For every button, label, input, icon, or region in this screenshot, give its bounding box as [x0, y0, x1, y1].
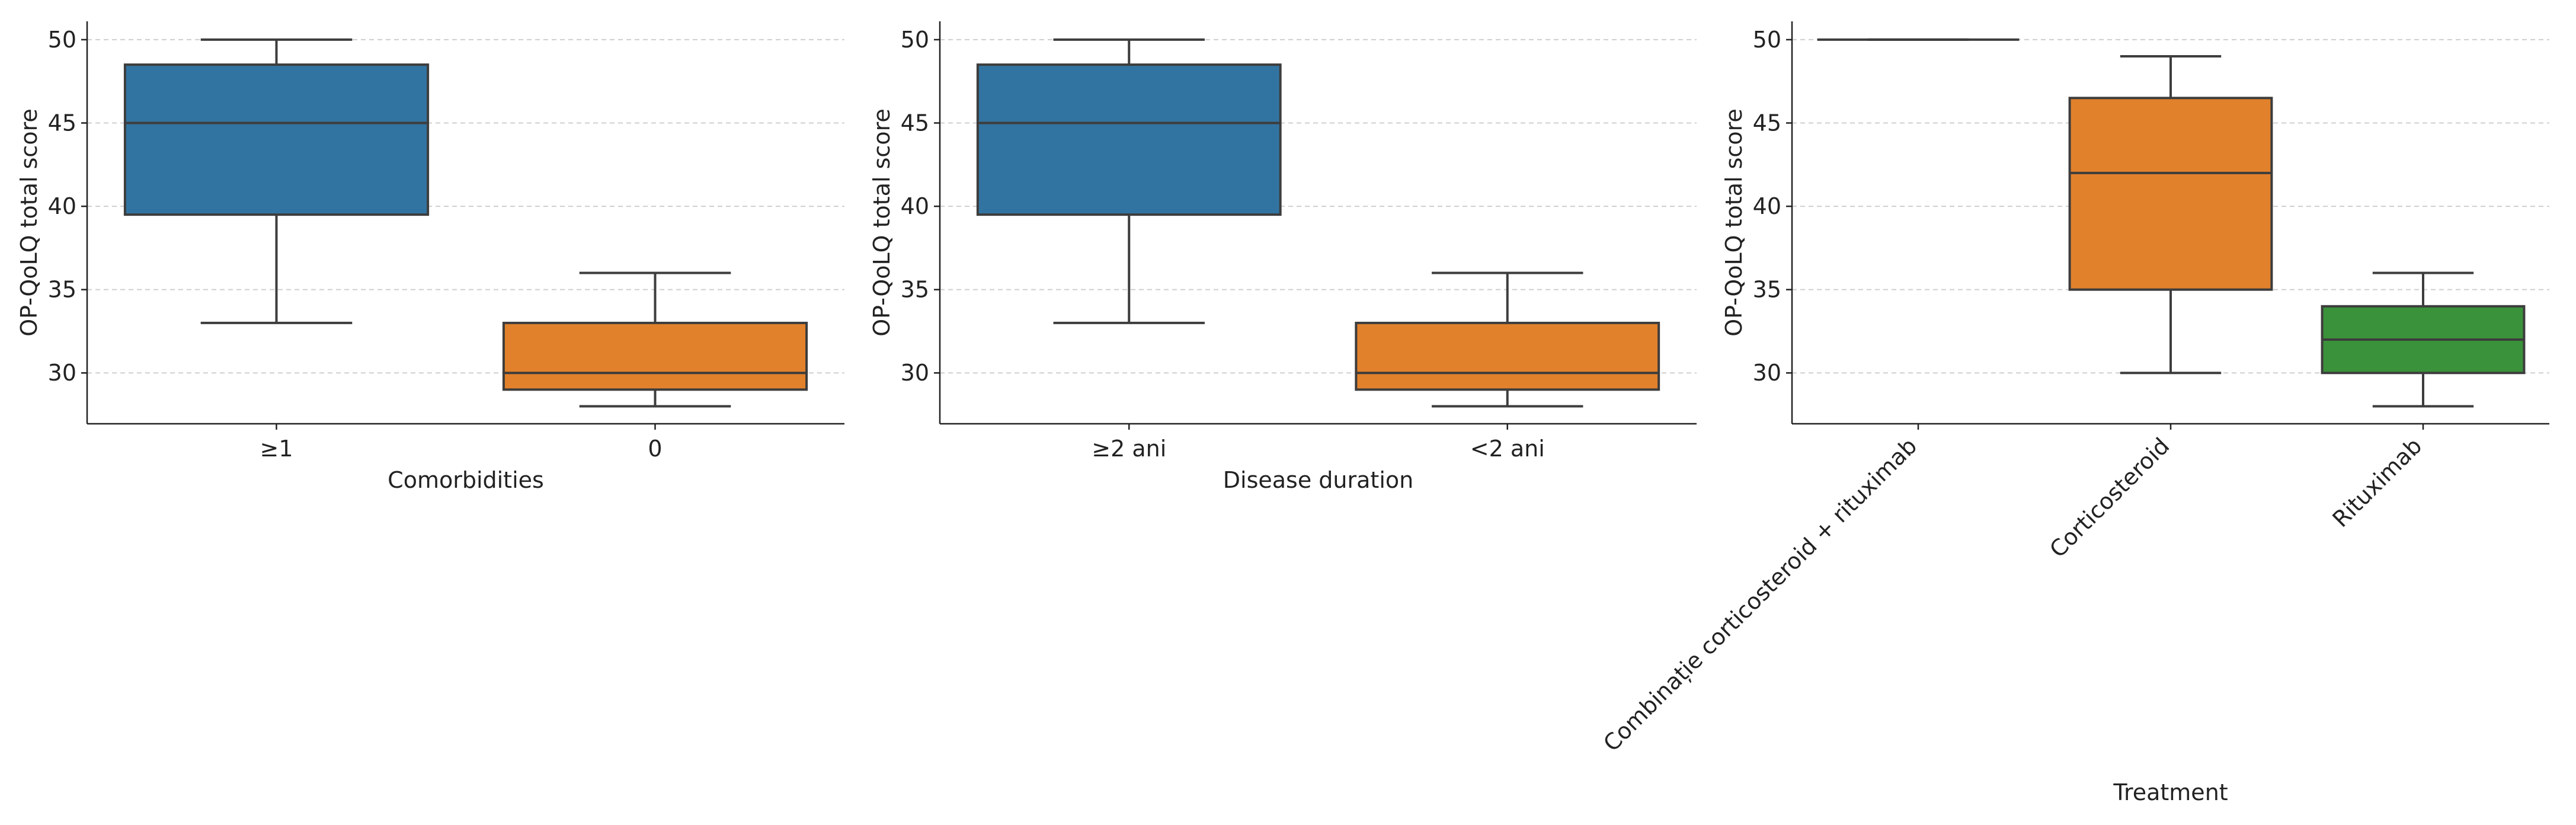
x-tick-label: 0 [648, 436, 662, 462]
y-tick-label: 45 [48, 110, 76, 136]
y-tick-label: 40 [48, 193, 76, 219]
y-axis-label: OP-QoLQ total score [1721, 108, 1747, 337]
y-tick-label: 35 [1753, 277, 1781, 303]
box [2068, 97, 2273, 291]
x-axis-label: Treatment [2113, 779, 2228, 805]
box [976, 63, 1282, 216]
x-tick-label: ≥1 [260, 436, 293, 462]
box [502, 321, 808, 391]
x-axis-label: Disease duration [1223, 467, 1413, 493]
y-tick-label: 45 [901, 110, 929, 136]
y-tick-label: 35 [901, 277, 929, 303]
y-tick-label: 50 [48, 27, 76, 53]
y-tick-label: 40 [901, 193, 929, 219]
y-tick-label: 50 [901, 27, 929, 53]
y-tick-label: 35 [48, 277, 76, 303]
box [1355, 321, 1660, 391]
y-tick-label: 30 [1753, 360, 1781, 386]
y-axis-label: OP-QoLQ total score [869, 108, 895, 337]
x-tick-label: ≥2 ani [1092, 436, 1166, 462]
y-tick-label: 50 [1753, 27, 1781, 53]
y-tick-label: 45 [1753, 110, 1781, 136]
y-tick-label: 40 [1753, 193, 1781, 219]
y-axis-label: OP-QoLQ total score [16, 108, 42, 337]
x-tick-label: <2 ani [1470, 436, 1545, 462]
x-tick-label: Rituximab [2327, 433, 2427, 532]
x-tick-label: Combinație corticosteroid + rituximab [1598, 433, 1922, 756]
box [123, 63, 430, 216]
y-tick-label: 30 [901, 360, 929, 386]
x-tick-label: Corticosteroid [2044, 433, 2174, 562]
x-axis-label: Comorbidities [388, 467, 544, 493]
y-tick-label: 30 [48, 360, 76, 386]
